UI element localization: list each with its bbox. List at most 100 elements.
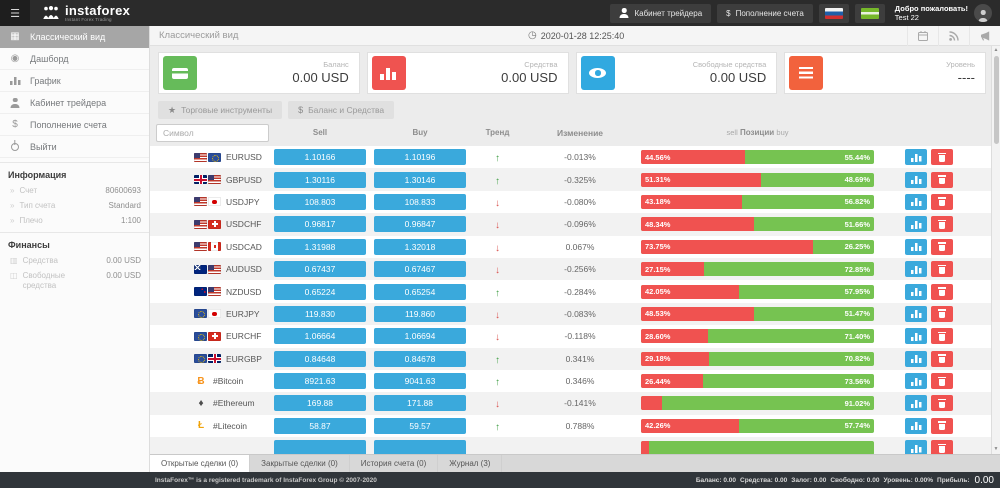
- sidebar-menu-item[interactable]: Выйти: [0, 136, 149, 158]
- buy-price-button[interactable]: 1.06694: [374, 328, 466, 345]
- buy-price-button[interactable]: 0.84678: [374, 350, 466, 367]
- bottom-tab[interactable]: Закрытые сделки (0): [250, 455, 350, 472]
- bottom-tab[interactable]: История счета (0): [350, 455, 439, 472]
- quote-row: USDCHF 0.96817 0.96847 ↓ -0.096% 48.34% …: [150, 213, 1000, 236]
- balance-funds-button[interactable]: $ Баланс и Средства: [288, 101, 395, 119]
- sell-price-button[interactable]: 0.84648: [274, 350, 366, 367]
- scrollbar[interactable]: ▲ ▼: [991, 46, 1000, 454]
- remove-symbol-button[interactable]: [931, 171, 953, 188]
- open-chart-button[interactable]: [905, 283, 927, 300]
- remove-symbol-button[interactable]: [931, 417, 953, 434]
- sidebar-menu-item[interactable]: График: [0, 70, 149, 92]
- buy-price-button[interactable]: 1.32018: [374, 238, 466, 255]
- menu-toggle-button[interactable]: ☰: [0, 0, 30, 26]
- open-chart-button[interactable]: [905, 417, 927, 434]
- sell-price-button[interactable]: 169.88: [274, 395, 366, 412]
- sell-price-button[interactable]: 1.06664: [274, 328, 366, 345]
- remove-symbol-button[interactable]: [931, 283, 953, 300]
- buy-price-button[interactable]: 59.57: [374, 417, 466, 434]
- calendar-button[interactable]: [907, 25, 938, 46]
- open-chart-button[interactable]: [905, 305, 927, 322]
- open-chart-button[interactable]: [905, 395, 927, 412]
- sidebar-menu-item[interactable]: Кабинет трейдера: [0, 92, 149, 114]
- sell-price-button[interactable]: 1.10166: [274, 149, 366, 166]
- chart-icon: [910, 197, 922, 207]
- buy-price-button[interactable]: 0.67467: [374, 261, 466, 278]
- scroll-down-arrow[interactable]: ▼: [993, 446, 999, 452]
- deposit-button[interactable]: $ Пополнение счета: [717, 3, 813, 23]
- sell-price-button[interactable]: 58.87: [274, 417, 366, 434]
- symbol-search-input[interactable]: [156, 123, 269, 142]
- trash-icon: [938, 443, 946, 453]
- sidebar-menu-item[interactable]: ▦ Классический вид: [0, 26, 149, 48]
- trash-icon: [938, 242, 946, 252]
- scroll-thumb[interactable]: [993, 56, 999, 144]
- remove-symbol-button[interactable]: [931, 216, 953, 233]
- open-chart-button[interactable]: [905, 149, 927, 166]
- sell-price-button[interactable]: 0.67437: [274, 261, 366, 278]
- buy-price-button[interactable]: 171.88: [374, 395, 466, 412]
- scroll-up-arrow[interactable]: ▲: [993, 47, 999, 53]
- open-chart-button[interactable]: [905, 373, 927, 390]
- open-chart-button[interactable]: [905, 238, 927, 255]
- open-chart-button[interactable]: [905, 261, 927, 278]
- trash-icon: [938, 398, 946, 408]
- open-chart-button[interactable]: [905, 171, 927, 188]
- symbol-icon: [194, 152, 221, 162]
- open-chart-button[interactable]: [905, 350, 927, 367]
- sidebar-menu-item[interactable]: ◉ Дашборд: [0, 48, 149, 70]
- buy-price-button[interactable]: 9041.63: [374, 373, 466, 390]
- server-datetime: ◷ 2020-01-28 12:25:40: [528, 30, 624, 41]
- crypto-icon: ♦: [198, 397, 204, 409]
- trend-cell: ↓: [470, 394, 525, 412]
- buy-price-button[interactable]: 119.860: [374, 305, 466, 322]
- remove-symbol-button[interactable]: [931, 261, 953, 278]
- buy-price-button[interactable]: 1.10196: [374, 149, 466, 166]
- news-feed-button[interactable]: [938, 25, 969, 46]
- trading-instruments-button[interactable]: ★ Торговые инструменты: [158, 101, 283, 119]
- remove-symbol-button[interactable]: [931, 238, 953, 255]
- remove-symbol-button[interactable]: [931, 395, 953, 412]
- remove-symbol-button[interactable]: [931, 440, 953, 454]
- language-russian-button[interactable]: [818, 3, 849, 23]
- buy-price-button[interactable]: 1.30146: [374, 171, 466, 188]
- remove-symbol-button[interactable]: [931, 193, 953, 210]
- symbol-icon: Ƀ: [194, 376, 208, 387]
- open-chart-button[interactable]: [905, 328, 927, 345]
- sell-price-button[interactable]: 0.65224: [274, 283, 366, 300]
- open-chart-button[interactable]: [905, 216, 927, 233]
- sell-price-button[interactable]: [274, 440, 366, 454]
- sell-price-button[interactable]: 1.31988: [274, 238, 366, 255]
- sidebar-menu-item[interactable]: $ Пополнение счета: [0, 114, 149, 136]
- buy-price-button[interactable]: 108.833: [374, 193, 466, 210]
- sell-price-button[interactable]: 119.830: [274, 305, 366, 322]
- buy-price-button[interactable]: 0.65254: [374, 283, 466, 300]
- summary-cards: Баланс 0.00 USD Средства 0.00 USD Свобод…: [158, 52, 986, 94]
- remove-symbol-button[interactable]: [931, 350, 953, 367]
- sell-price-button[interactable]: 1.30116: [274, 171, 366, 188]
- sell-price-button[interactable]: 0.96817: [274, 216, 366, 233]
- remove-symbol-button[interactable]: [931, 305, 953, 322]
- sell-price-button[interactable]: 108.803: [274, 193, 366, 210]
- language-secondary-button[interactable]: [854, 3, 885, 23]
- open-chart-button[interactable]: [905, 193, 927, 210]
- instaforex-logo[interactable]: instaforex Instant Forex Trading: [42, 4, 130, 23]
- trader-cabinet-button[interactable]: Кабинет трейдера: [610, 3, 712, 23]
- card-value: 0.00 USD: [292, 69, 349, 85]
- announcements-button[interactable]: [969, 25, 1000, 46]
- info-row: ▥ Средства 0.00 USD: [0, 253, 149, 268]
- symbol-label: NZDUSD: [226, 286, 262, 297]
- bottom-tab[interactable]: Журнал (3): [438, 455, 503, 472]
- sell-price-button[interactable]: 8921.63: [274, 373, 366, 390]
- remove-symbol-button[interactable]: [931, 149, 953, 166]
- open-chart-button[interactable]: [905, 440, 927, 454]
- avatar[interactable]: [974, 4, 992, 22]
- positions-bar: 26.44% 73.56%: [641, 374, 874, 389]
- sidebar: ▦ Классический вид ◉ Дашборд График Каби…: [0, 26, 150, 472]
- remove-symbol-button[interactable]: [931, 328, 953, 345]
- bottom-tab[interactable]: Открытые сделки (0): [150, 455, 251, 472]
- buy-price-button[interactable]: 0.96847: [374, 216, 466, 233]
- remove-symbol-button[interactable]: [931, 373, 953, 390]
- buy-price-button[interactable]: [374, 440, 466, 454]
- equity-icon: ▥: [10, 255, 18, 265]
